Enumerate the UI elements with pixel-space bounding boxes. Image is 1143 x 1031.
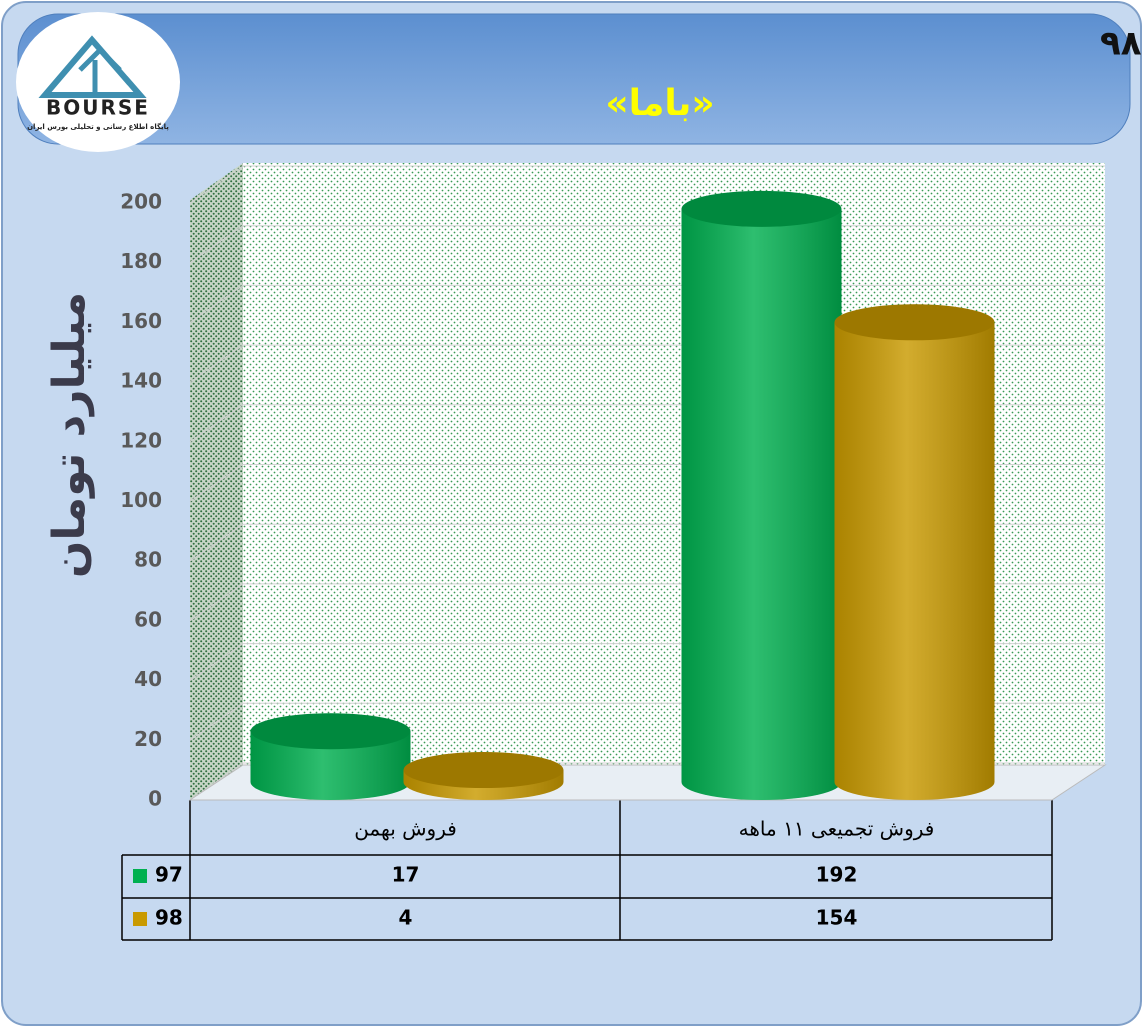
cylinder-top-shade bbox=[834, 304, 995, 341]
y-axis-label: میلیارد تومان bbox=[44, 292, 95, 578]
grid-line bbox=[189, 643, 244, 682]
logo-tagline: پایگاه اطلاع رسانی و تحلیلی بورس ایران bbox=[27, 122, 169, 131]
logo-mark bbox=[78, 46, 122, 95]
y-tick-label: 160 bbox=[120, 309, 162, 333]
grid-line bbox=[189, 702, 244, 741]
y-tick-label: 140 bbox=[120, 369, 162, 393]
y-tick-label: 120 bbox=[120, 428, 162, 452]
cylinder-top-shade bbox=[681, 190, 842, 227]
table-value: 17 bbox=[392, 863, 420, 887]
grid-line bbox=[189, 523, 244, 562]
cylinder-top bbox=[403, 752, 564, 789]
y-tick-label: 80 bbox=[134, 548, 162, 572]
cylinder-top bbox=[681, 190, 842, 227]
logo-bg bbox=[16, 12, 180, 152]
grid-line bbox=[189, 284, 244, 323]
data-table bbox=[121, 800, 1053, 941]
legend-swatch bbox=[133, 912, 147, 926]
grid-line bbox=[189, 344, 244, 383]
x-tick-label: فروش تجمیعی ۱۱ ماهه bbox=[739, 817, 935, 841]
y-tick-label: 20 bbox=[134, 727, 162, 751]
grid-line bbox=[189, 225, 244, 264]
cylinder-top-shade bbox=[250, 713, 411, 750]
table-value: 192 bbox=[816, 863, 858, 887]
y-tick-label: 100 bbox=[120, 488, 162, 512]
side-wall bbox=[190, 163, 243, 800]
x-tick-label: فروش بهمن bbox=[354, 817, 457, 841]
y-tick-label: 180 bbox=[120, 249, 162, 273]
chart-subtitle: «باما» bbox=[605, 83, 714, 124]
table-value: 154 bbox=[816, 906, 858, 930]
cylinder-top bbox=[834, 304, 995, 341]
y-tick-label: 60 bbox=[134, 607, 162, 631]
grid-line bbox=[189, 583, 244, 622]
cylinder-shade bbox=[681, 208, 842, 801]
y-tick-label: 200 bbox=[120, 190, 162, 214]
cylinder-shade bbox=[834, 322, 995, 801]
legend-swatch bbox=[133, 869, 147, 883]
y-tick-label: 40 bbox=[134, 667, 162, 691]
cylinder-shade bbox=[250, 731, 411, 800]
logo-text: BOURSE bbox=[46, 96, 150, 120]
y-tick-label: 0 bbox=[148, 787, 162, 811]
title-banner bbox=[17, 13, 1131, 145]
legend-label: 98 bbox=[155, 906, 183, 930]
grid-line bbox=[189, 165, 244, 204]
cylinder-top bbox=[250, 713, 411, 750]
chart-title: گزارش فروش ریالی ماهانه و ۱۱ ماهه منتهی … bbox=[1100, 24, 1143, 64]
grid-line bbox=[189, 464, 244, 502]
grid-line bbox=[189, 404, 244, 443]
legend-label: 97 bbox=[155, 863, 183, 887]
cylinder-top-shade bbox=[403, 752, 564, 789]
table-value: 4 bbox=[399, 906, 413, 930]
